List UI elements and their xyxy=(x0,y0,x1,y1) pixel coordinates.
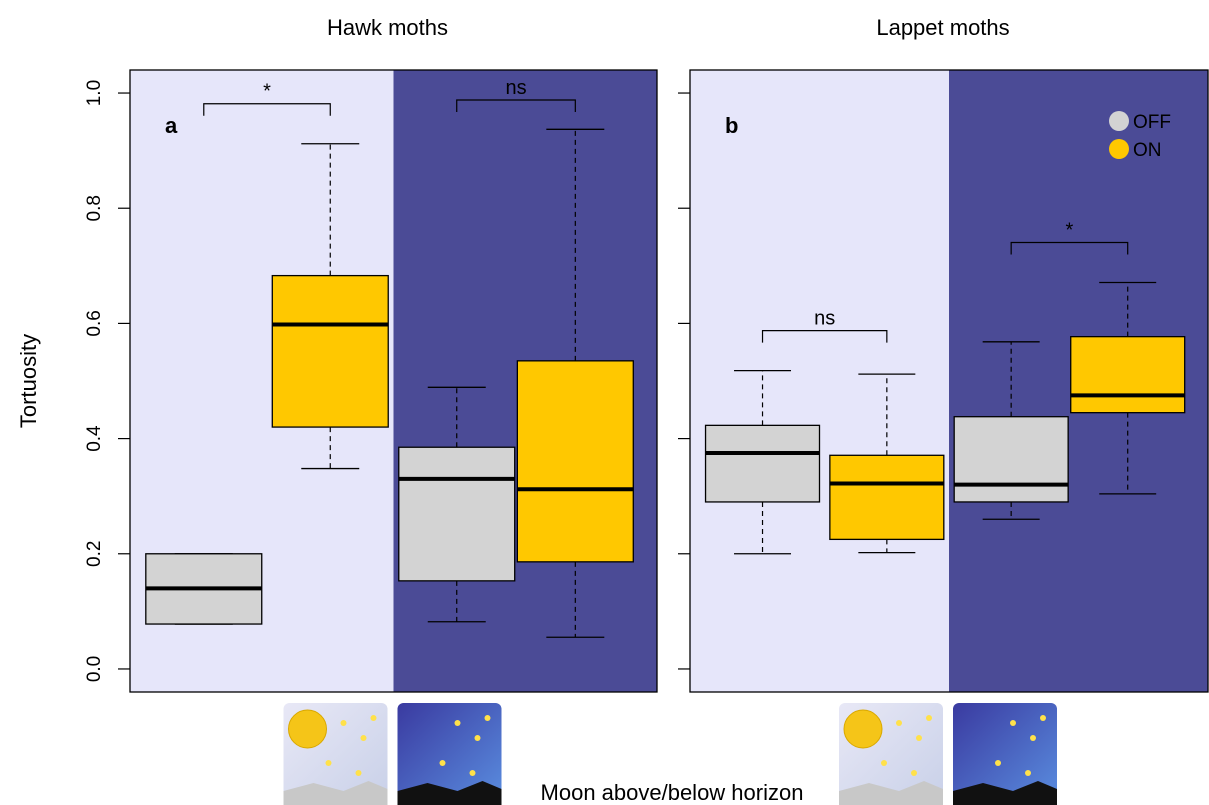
y-tick-label: 0.8 xyxy=(84,195,105,221)
y-axis-label: Tortuosity xyxy=(16,334,41,428)
panel-label: b xyxy=(725,113,738,138)
significance-label: ns xyxy=(814,308,835,330)
box xyxy=(399,447,515,581)
panel-title: Lappet moths xyxy=(876,15,1009,40)
y-tick-label: 0.6 xyxy=(84,310,105,336)
legend-label: ON xyxy=(1133,140,1162,161)
icon-star xyxy=(475,735,481,741)
icon-star xyxy=(371,715,377,721)
legend-label: OFF xyxy=(1133,112,1171,133)
significance-label: ns xyxy=(505,77,526,99)
y-tick-label: 0.2 xyxy=(84,541,105,567)
box xyxy=(954,417,1068,502)
icon-star xyxy=(1030,735,1036,741)
icon-star xyxy=(1025,770,1031,776)
y-tick-label: 0.0 xyxy=(84,656,105,682)
icon-star xyxy=(361,735,367,741)
box xyxy=(706,425,820,502)
moon-icon xyxy=(839,703,943,805)
y-tick-label: 1.0 xyxy=(84,80,105,106)
icon-star xyxy=(440,760,446,766)
icon-star xyxy=(1040,715,1046,721)
x-axis-label: Moon above/below horizon xyxy=(541,780,804,805)
icon-star xyxy=(485,715,491,721)
background-region xyxy=(690,70,949,692)
box xyxy=(1071,337,1185,413)
moon-icon xyxy=(284,703,388,805)
icon-star xyxy=(881,760,887,766)
icon-star xyxy=(356,770,362,776)
y-tick-label: 0.4 xyxy=(84,425,105,452)
box xyxy=(517,361,633,562)
icon-star xyxy=(470,770,476,776)
icon-star xyxy=(326,760,332,766)
icon-moon xyxy=(289,710,327,748)
icon-star xyxy=(916,735,922,741)
icon-star xyxy=(911,770,917,776)
icon-star xyxy=(341,720,347,726)
icon-star xyxy=(896,720,902,726)
page: Hawk moths a 0.0 0.2 0.4 0.6 0.8 1.0 Tortuosity *… xyxy=(0,0,1209,805)
legend-marker xyxy=(1109,139,1129,159)
panel-title: Hawk moths xyxy=(327,15,448,40)
chart: Hawk moths a 0.0 0.2 0.4 0.6 0.8 1.0 Tortuosity *… xyxy=(0,0,1209,805)
icon-star xyxy=(995,760,1001,766)
box xyxy=(830,455,944,539)
icon-star xyxy=(455,720,461,726)
moon-icon xyxy=(953,703,1057,805)
icon-star xyxy=(1010,720,1016,726)
legend-marker xyxy=(1109,111,1129,131)
moon-icon xyxy=(398,703,502,805)
icon-star xyxy=(926,715,932,721)
box xyxy=(272,276,388,427)
panel-label: a xyxy=(165,113,178,138)
icon-moon xyxy=(844,710,882,748)
significance-label: * xyxy=(263,81,271,103)
significance-label: * xyxy=(1066,220,1074,242)
